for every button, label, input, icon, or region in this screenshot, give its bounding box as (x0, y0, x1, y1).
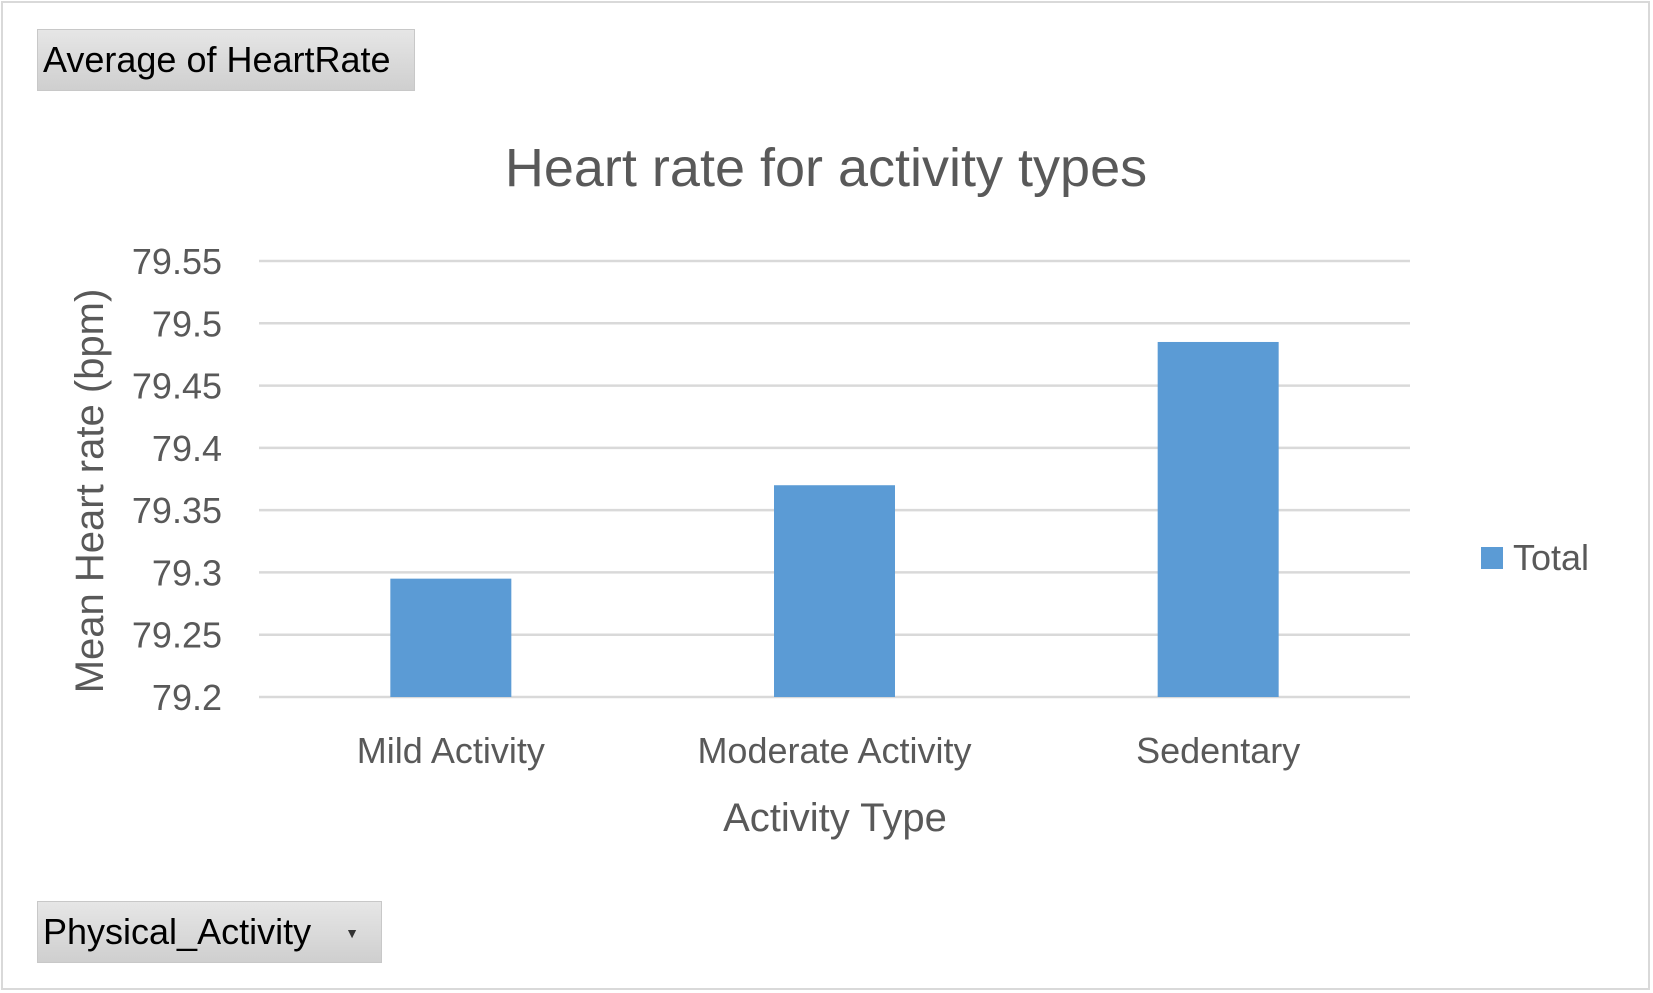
value-field-button[interactable]: Average of HeartRate (37, 29, 415, 91)
y-tick-label: 79.5 (152, 303, 222, 344)
y-tick-label: 79.55 (132, 241, 222, 282)
y-tick-label: 79.2 (152, 677, 222, 718)
legend-label: Total (1513, 537, 1589, 578)
x-axis-title: Activity Type (723, 796, 947, 840)
y-axis-title: Mean Heart rate (bpm) (68, 289, 112, 694)
axis-field-button[interactable]: Physical_Activity ▼ (37, 901, 382, 963)
value-field-label: Average of HeartRate (43, 39, 391, 80)
x-tick-label: Mild Activity (357, 730, 545, 771)
axis-field-label: Physical_Activity (43, 911, 312, 952)
chart-title: Heart rate for activity types (505, 138, 1147, 198)
chevron-down-icon[interactable]: ▼ (345, 925, 359, 941)
y-tick-label: 79.35 (132, 490, 222, 531)
x-tick-label: Moderate Activity (697, 730, 971, 771)
legend-swatch (1481, 547, 1503, 569)
bar (1157, 341, 1279, 697)
bar (390, 578, 512, 697)
y-tick-label: 79.45 (132, 366, 222, 407)
x-tick-label: Sedentary (1136, 730, 1300, 771)
y-tick-label: 79.25 (132, 615, 222, 656)
y-tick-label: 79.4 (152, 428, 222, 469)
bar (774, 485, 895, 697)
y-tick-label: 79.3 (152, 552, 222, 593)
